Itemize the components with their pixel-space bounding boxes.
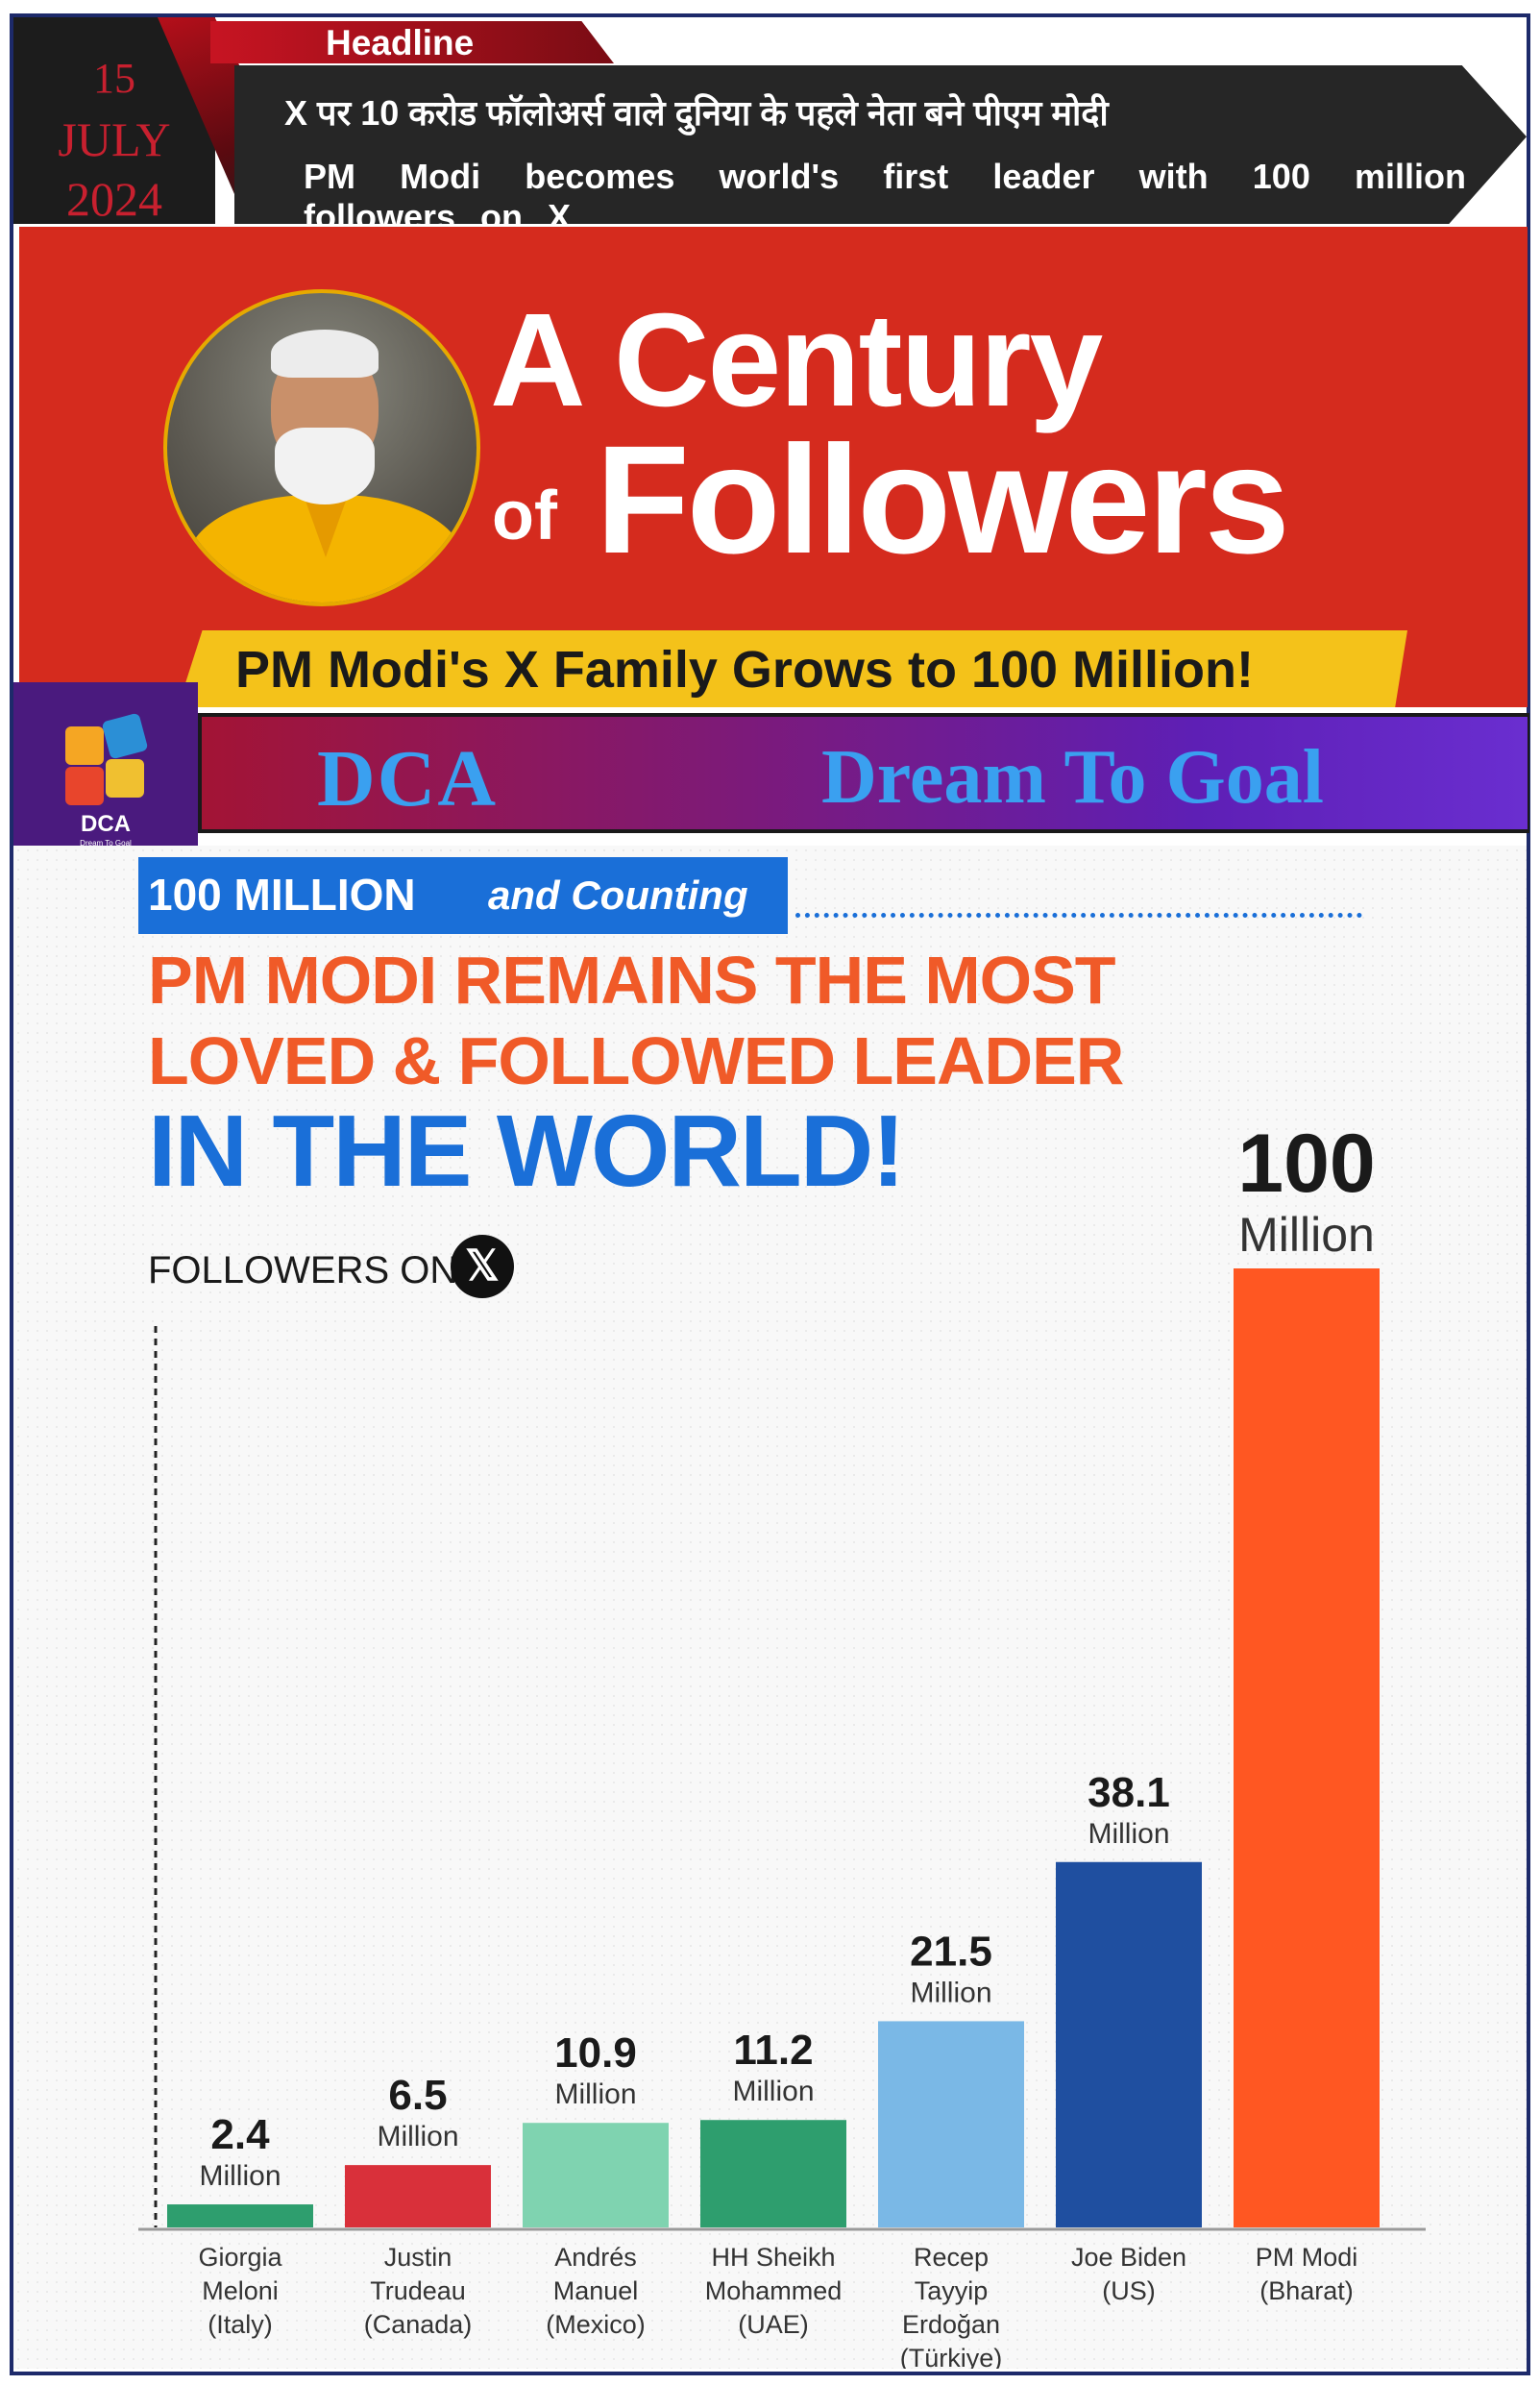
bar-unit-label: Million bbox=[377, 2121, 458, 2152]
category-label: (Canada) bbox=[364, 2310, 473, 2339]
puzzle-icon bbox=[65, 726, 104, 765]
heading-line2: LOVED & FOLLOWED LEADER bbox=[148, 1023, 1124, 1098]
category-label: Joe Biden bbox=[1071, 2243, 1186, 2272]
category-label: Recep bbox=[914, 2243, 989, 2272]
tag-bold-text: 100 MILLION bbox=[148, 870, 416, 920]
bar-value-label: 21.5 bbox=[910, 1928, 992, 1975]
bar-0 bbox=[167, 2204, 313, 2227]
bar-value-label: 10.9 bbox=[554, 2029, 637, 2077]
bar-unit-label: Million bbox=[1088, 1818, 1169, 1850]
bar-1 bbox=[345, 2165, 491, 2227]
date-day: 15 bbox=[93, 55, 135, 102]
brand-band-left: DCA bbox=[317, 734, 498, 824]
category-label: Meloni bbox=[202, 2276, 279, 2305]
bar-4 bbox=[878, 2021, 1024, 2227]
brand-band: DCA Dream To Goal bbox=[198, 713, 1529, 833]
date-month: JULY bbox=[58, 112, 171, 166]
category-label: Mohammed bbox=[705, 2276, 843, 2305]
banner-strip-text: PM Modi's X Family Grows to 100 Million! bbox=[235, 641, 1254, 699]
logo-text: DCA bbox=[81, 811, 131, 837]
category-label: Justin bbox=[384, 2243, 452, 2272]
category-label: (Türkiye) bbox=[900, 2344, 1003, 2369]
x-logo-icon: 𝕏 bbox=[451, 1235, 514, 1298]
century-banner: A Century of Followers PM Modi's X Famil… bbox=[19, 227, 1528, 707]
followers-on-label: FOLLOWERS ON bbox=[148, 1249, 458, 1291]
banner-title-followers: Followers bbox=[596, 413, 1290, 585]
headline-english: PM Modi becomes world's first leader wit… bbox=[304, 157, 1466, 224]
counting-tag: 100 MILLION and Counting bbox=[138, 857, 788, 934]
bar-2 bbox=[523, 2123, 669, 2227]
bar-3 bbox=[700, 2120, 846, 2227]
brand-band-right: Dream To Goal bbox=[821, 735, 1325, 820]
category-label: (UAE) bbox=[738, 2310, 809, 2339]
bar-unit-label: Million bbox=[554, 2078, 636, 2110]
banner-title-of: of bbox=[492, 478, 557, 554]
bar-5 bbox=[1056, 1861, 1202, 2227]
category-label: (Mexico) bbox=[546, 2310, 646, 2339]
headline-header: 15 JULY 2024 Headline X पर 10 करोड फॉलोअ… bbox=[13, 17, 1527, 224]
bar-unit-label: Million bbox=[199, 2160, 281, 2192]
category-label: Giorgia bbox=[198, 2243, 282, 2272]
bar-value-label: 6.5 bbox=[388, 2072, 447, 2119]
category-label: Tayyip bbox=[915, 2276, 989, 2305]
category-label: Manuel bbox=[553, 2276, 639, 2305]
headline-tab: Headline bbox=[210, 21, 614, 63]
bar-6 bbox=[1234, 1268, 1380, 2227]
dotted-divider bbox=[795, 913, 1362, 918]
heading-line1: PM MODI REMAINS THE MOST bbox=[148, 943, 1116, 1018]
bar-value-label: 38.1 bbox=[1088, 1769, 1170, 1816]
puzzle-icon bbox=[65, 767, 104, 805]
date-year: 2024 bbox=[66, 172, 162, 224]
brand-band-fill: DCA Dream To Goal bbox=[202, 717, 1528, 829]
category-label: Andrés bbox=[554, 2243, 637, 2272]
modi-portrait-image bbox=[163, 289, 480, 606]
heading-line3: IN THE WORLD! bbox=[148, 1094, 906, 1208]
bar-unit-label: Million bbox=[1238, 1208, 1375, 1262]
category-label: (Bharat) bbox=[1259, 2276, 1354, 2305]
dca-logo: DCA Dream To Goal bbox=[13, 682, 198, 861]
headline-tab-label: Headline bbox=[326, 23, 475, 62]
category-label: (Italy) bbox=[208, 2310, 273, 2339]
headline-bar: X पर 10 करोड फॉलोअर्स वाले दुनिया के पहल… bbox=[234, 65, 1527, 224]
category-label: Trudeau bbox=[370, 2276, 466, 2305]
bar-value-label: 100 bbox=[1237, 1118, 1376, 1210]
category-label: HH Sheikh bbox=[711, 2243, 835, 2272]
category-label: (US) bbox=[1102, 2276, 1156, 2305]
bar-unit-label: Million bbox=[732, 2076, 814, 2107]
bar-unit-label: Million bbox=[910, 1977, 991, 2008]
followers-bar-chart: 2.4MillionGiorgiaMeloni(Italy)6.5Million… bbox=[138, 1118, 1426, 2369]
puzzle-icon bbox=[101, 712, 149, 760]
banner-title-line1: A Century bbox=[490, 286, 1103, 434]
bar-value-label: 2.4 bbox=[210, 2111, 270, 2158]
category-label: Erdoğan bbox=[902, 2310, 1000, 2339]
category-label: PM Modi bbox=[1256, 2243, 1358, 2272]
banner-strip: PM Modi's X Family Grows to 100 Million! bbox=[178, 630, 1407, 707]
tag-italic-text: and Counting bbox=[488, 873, 748, 918]
followers-infographic: 100 MILLION and Counting PM MODI REMAINS… bbox=[13, 846, 1527, 2369]
logo-subtext: Dream To Goal bbox=[80, 839, 132, 848]
headline-hindi: X पर 10 करोड फॉलोअर्स वाले दुनिया के पहल… bbox=[284, 93, 1109, 133]
puzzle-icon bbox=[106, 759, 144, 798]
bar-value-label: 11.2 bbox=[733, 2027, 813, 2074]
